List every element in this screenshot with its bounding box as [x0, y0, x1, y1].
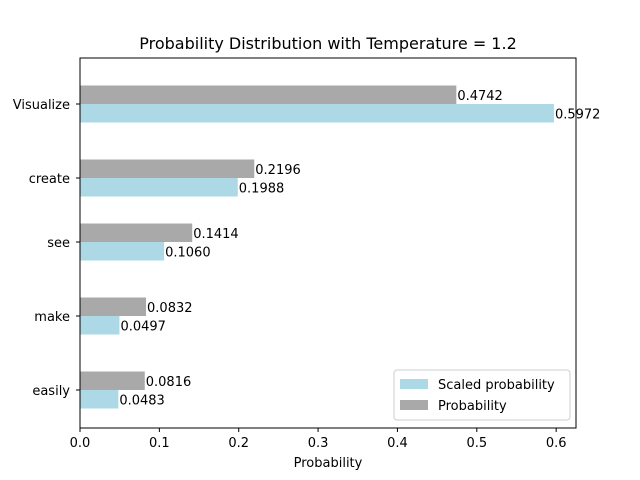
- x-tick-label-4: 0.4: [387, 436, 408, 451]
- legend-swatch-scaled-probability: [400, 379, 428, 389]
- x-tick-label-6: 0.6: [546, 436, 567, 451]
- value-label-probability-create: 0.2196: [255, 163, 301, 178]
- y-tick-label-easily: easily: [32, 384, 70, 399]
- bar-scaled-probability-make: [80, 316, 120, 335]
- value-label-probability-see: 0.1414: [193, 227, 239, 242]
- x-tick-label-2: 0.2: [228, 436, 249, 451]
- value-label-scaled-probability-create: 0.1988: [239, 181, 285, 196]
- x-axis-label: Probability: [294, 456, 363, 471]
- y-tick-label-make: make: [34, 310, 70, 325]
- plot-frame: [79, 57, 577, 429]
- x-tick-label-1: 0.1: [149, 436, 170, 451]
- x-tick-label-3: 0.3: [308, 436, 329, 451]
- bar-scaled-probability-visualize: [80, 104, 554, 123]
- x-tick-label-5: 0.5: [466, 436, 487, 451]
- chart-title: Probability Distribution with Temperatur…: [139, 34, 517, 53]
- bar-probability-make: [80, 297, 147, 316]
- value-label-probability-easily: 0.0816: [146, 375, 192, 390]
- y-axis-ticks: Visualize create see make easily: [13, 98, 80, 399]
- bars-layer: [80, 85, 554, 409]
- y-tick-label-visualize: Visualize: [13, 98, 70, 113]
- bar-probability-visualize: [80, 85, 457, 104]
- legend-swatch-probability: [400, 400, 428, 410]
- y-tick-label-see: see: [47, 236, 70, 251]
- legend-label-scaled-probability: Scaled probability: [438, 378, 555, 393]
- legend-label-probability: Probability: [438, 399, 507, 414]
- x-tick-label-0: 0.0: [70, 436, 91, 451]
- x-axis-ticks: 0.0 0.1 0.2 0.3 0.4 0.5 0.6: [70, 428, 567, 451]
- value-label-scaled-probability-visualize: 0.5972: [555, 107, 601, 122]
- bar-probability-see: [80, 223, 193, 242]
- value-label-probability-visualize: 0.4742: [457, 89, 503, 104]
- value-label-probability-make: 0.0832: [147, 301, 193, 316]
- value-label-scaled-probability-make: 0.0497: [120, 319, 166, 334]
- bar-probability-easily: [80, 371, 145, 390]
- value-label-scaled-probability-see: 0.1060: [165, 245, 211, 260]
- bar-scaled-probability-create: [80, 178, 238, 197]
- bar-scaled-probability-easily: [80, 390, 119, 409]
- bar-scaled-probability-see: [80, 242, 165, 261]
- legend: Scaled probability Probability: [393, 369, 571, 421]
- value-label-scaled-probability-easily: 0.0483: [119, 393, 164, 408]
- y-tick-label-create: create: [29, 172, 70, 187]
- legend-box: [393, 369, 571, 421]
- value-labels: 0.4742 0.5972 0.2196 0.1988 0.1414 0.1060 0.08…: [119, 89, 600, 409]
- bar-probability-create: [80, 159, 255, 178]
